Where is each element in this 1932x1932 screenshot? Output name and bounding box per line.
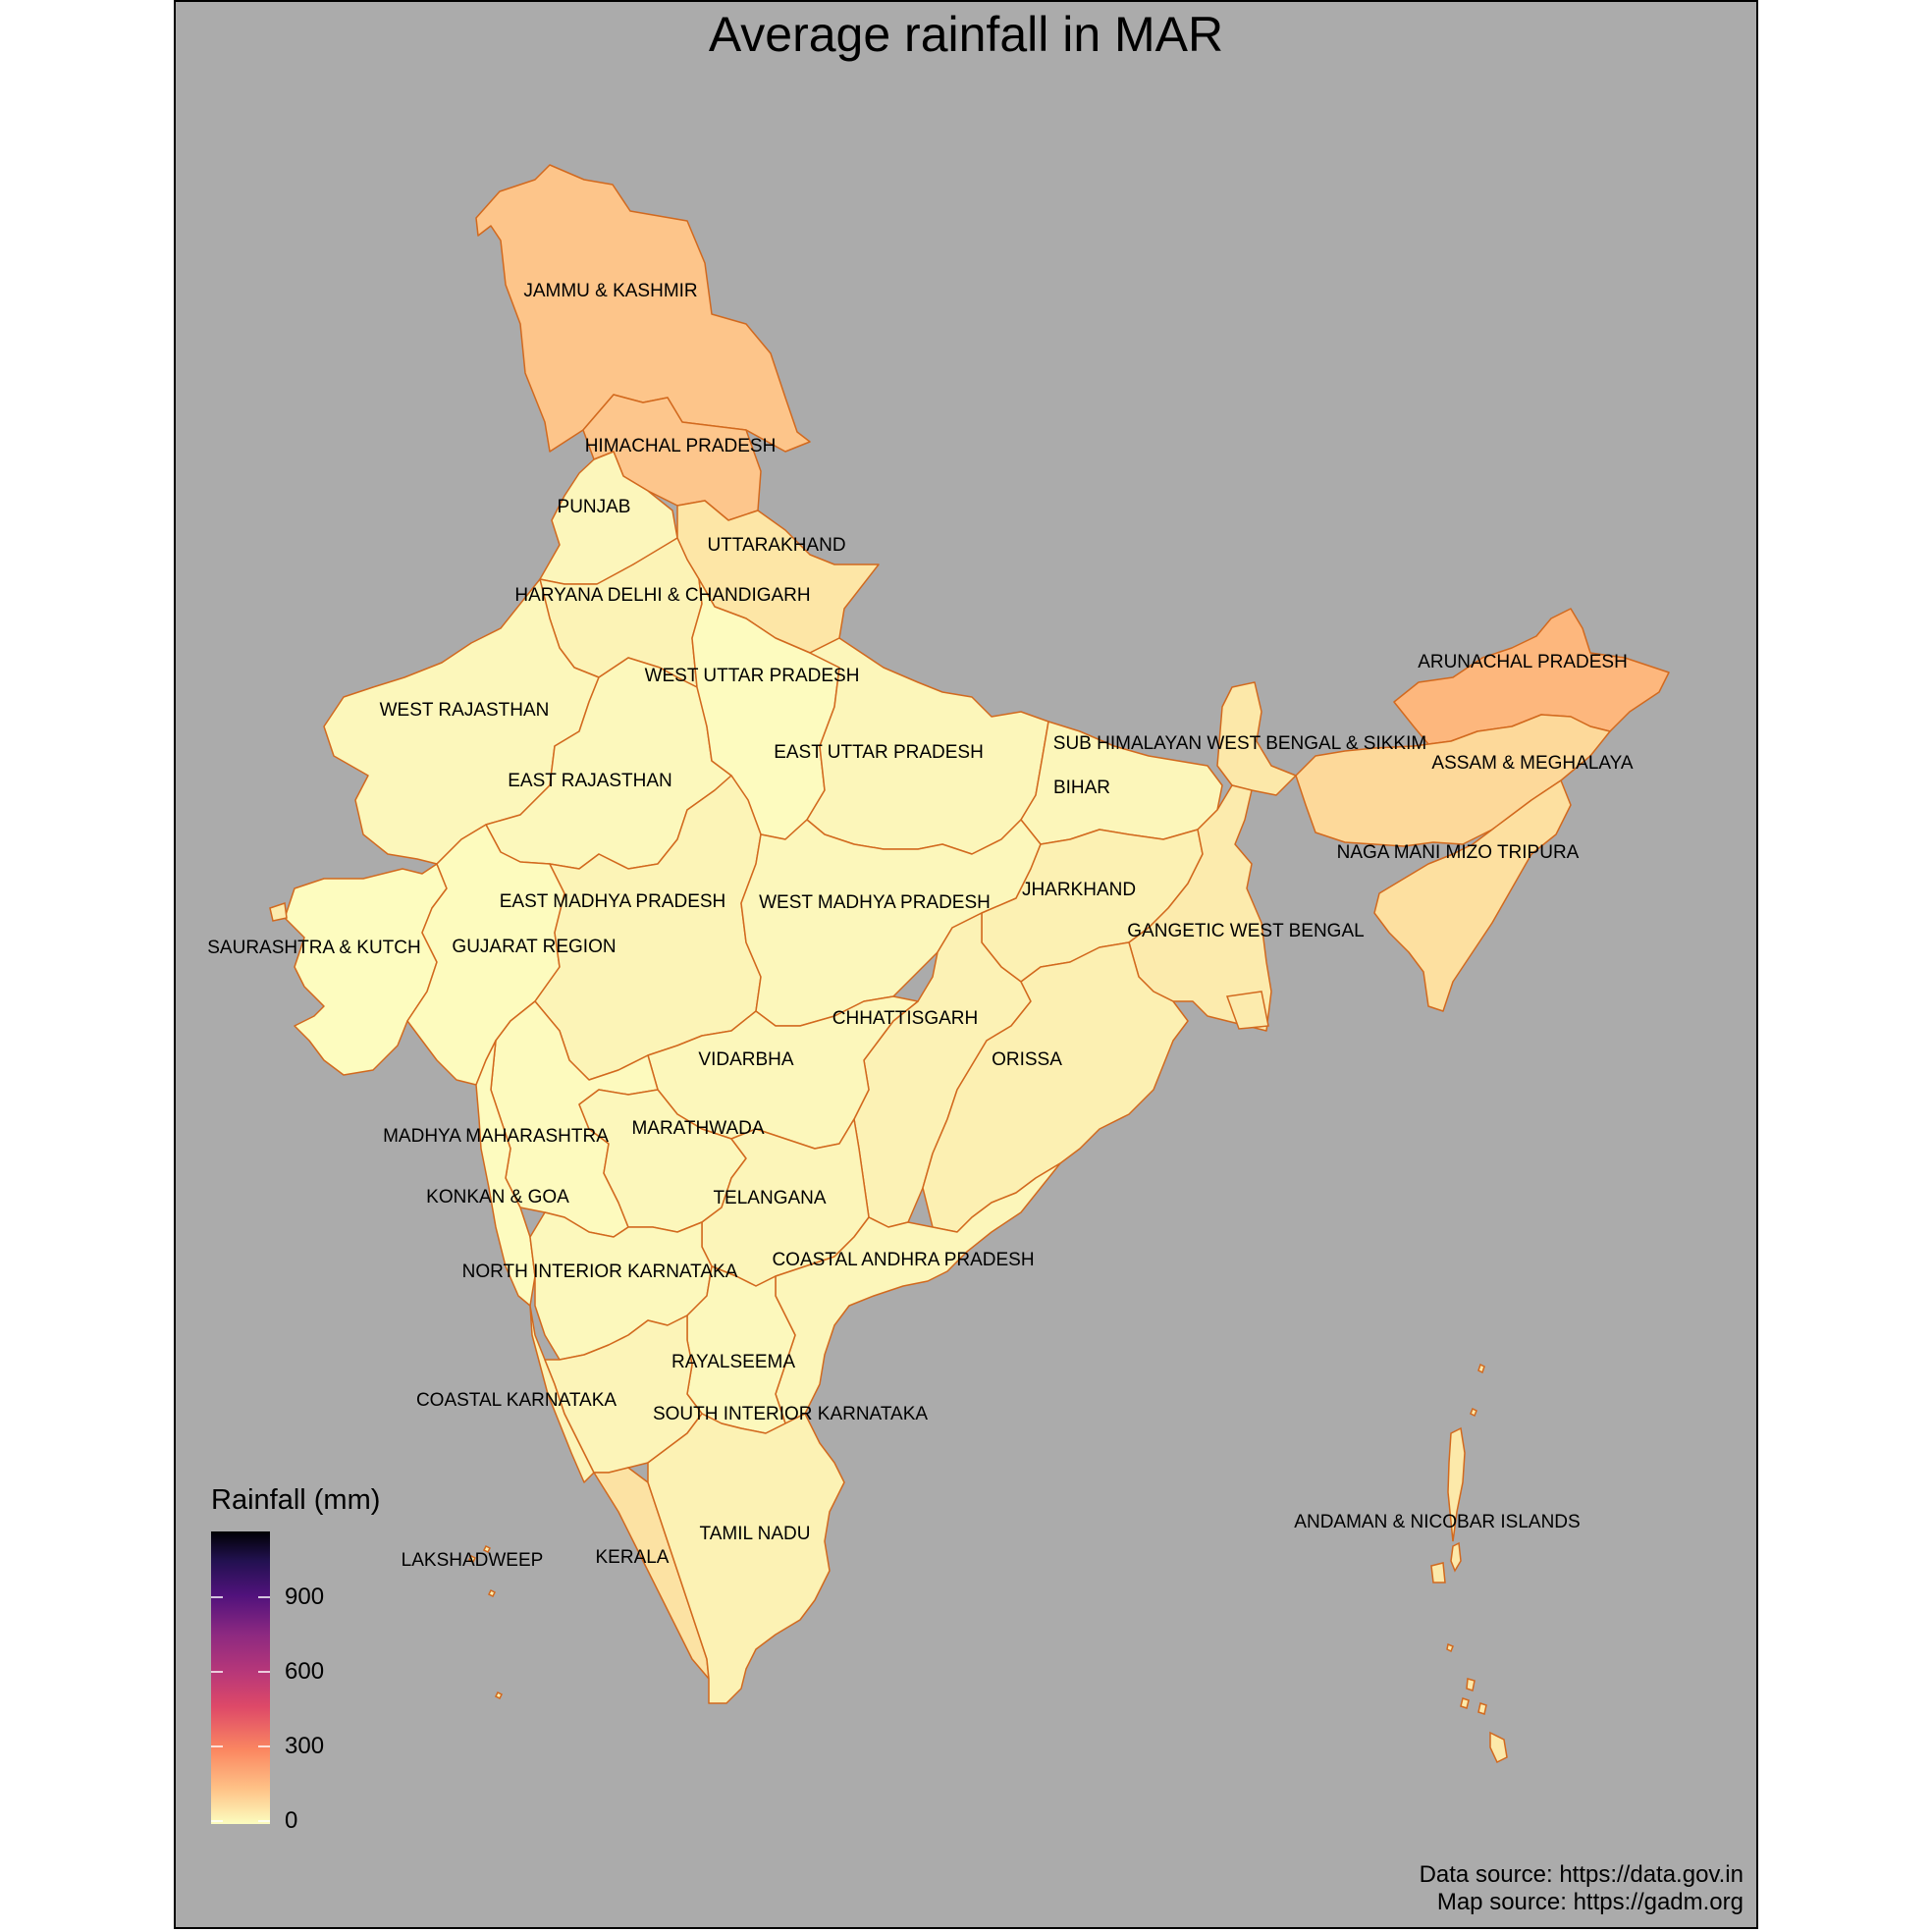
region-label: MARATHWADA [631, 1118, 764, 1139]
region-label: TELANGANA [713, 1188, 826, 1208]
legend-tick-900: 900 [285, 1583, 325, 1610]
legend-tick-300: 300 [285, 1733, 325, 1759]
region-label: JHARKHAND [1022, 880, 1136, 900]
region-label: PUNJAB [558, 497, 631, 517]
region-label: SUB HIMALAYAN WEST BENGAL & SIKKIM [1053, 733, 1426, 754]
region-shape-andaman-nicobar-islands [1430, 1363, 1508, 1764]
region-label: EAST MADHYA PRADESH [500, 891, 726, 912]
region-label: JAMMU & KASHMIR [523, 281, 697, 301]
region-label: COASTAL ANDHRA PRADESH [772, 1250, 1034, 1270]
region-label: WEST RAJASTHAN [380, 700, 550, 721]
region-label: NORTH INTERIOR KARNATAKA [462, 1261, 738, 1282]
region-label: VIDARBHA [698, 1049, 793, 1070]
region-label: UTTARAKHAND [707, 535, 845, 556]
region-label: GANGETIC WEST BENGAL [1127, 921, 1364, 941]
region-shape-south-interior-karnataka [544, 1315, 703, 1474]
region-label: KERALA [596, 1547, 670, 1568]
region-label: EAST UTTAR PRADESH [774, 742, 984, 763]
gulf-of-kutch-islets [269, 902, 1269, 1030]
legend-tick-0: 0 [285, 1807, 298, 1834]
region-label: BIHAR [1053, 778, 1110, 798]
region-label: WEST MADHYA PRADESH [759, 892, 991, 913]
region-label: LAKSHADWEEP [402, 1550, 544, 1571]
region-shape-lakshadweep [467, 1544, 504, 1700]
region-shape-naga-mani-mizo-tripura [1373, 779, 1572, 1012]
region-label: HARYANA DELHI & CHANDIGARH [514, 585, 810, 606]
region-label: HIMACHAL PRADESH [585, 436, 777, 456]
region-shape-assam-meghalaya [1295, 714, 1611, 847]
region-label: ARUNACHAL PRADESH [1418, 652, 1628, 672]
region-label: ASSAM & MEGHALAYA [1431, 753, 1634, 774]
region-label: SOUTH INTERIOR KARNATAKA [653, 1404, 928, 1424]
region-shape-sub-himalayan-west-bengal-sikkim [1216, 681, 1297, 796]
region-label: NAGA MANI MIZO TRIPURA [1337, 842, 1580, 863]
region-label: SAURASHTRA & KUTCH [207, 938, 420, 958]
region-label: WEST UTTAR PRADESH [645, 666, 860, 686]
map-source-caption: Map source: https://gadm.org [1436, 1889, 1744, 1915]
region-label: CHHATTISGARH [832, 1008, 978, 1029]
region-label: MADHYA MAHARASHTRA [383, 1126, 609, 1147]
legend-color-bar [211, 1531, 270, 1824]
region-label: ORISSA [992, 1049, 1062, 1070]
legend-title: Rainfall (mm) [211, 1484, 381, 1516]
region-label: GUJARAT REGION [452, 937, 616, 957]
region-shape-tamil-nadu [647, 1413, 845, 1704]
legend-tick-600: 600 [285, 1658, 325, 1685]
region-label: TAMIL NADU [700, 1524, 811, 1544]
region-label: EAST RAJASTHAN [508, 771, 672, 791]
map-title: Average rainfall in MAR [708, 7, 1224, 62]
region-label: ANDAMAN & NICOBAR ISLANDS [1294, 1512, 1580, 1532]
region-label: COASTAL KARNATAKA [416, 1390, 617, 1411]
data-source-caption: Data source: https://data.gov.in [1419, 1861, 1744, 1888]
region-label: KONKAN & GOA [426, 1187, 569, 1208]
region-label: RAYALSEEMA [671, 1352, 795, 1372]
region-shape-saurashtra-kutch [284, 863, 448, 1076]
